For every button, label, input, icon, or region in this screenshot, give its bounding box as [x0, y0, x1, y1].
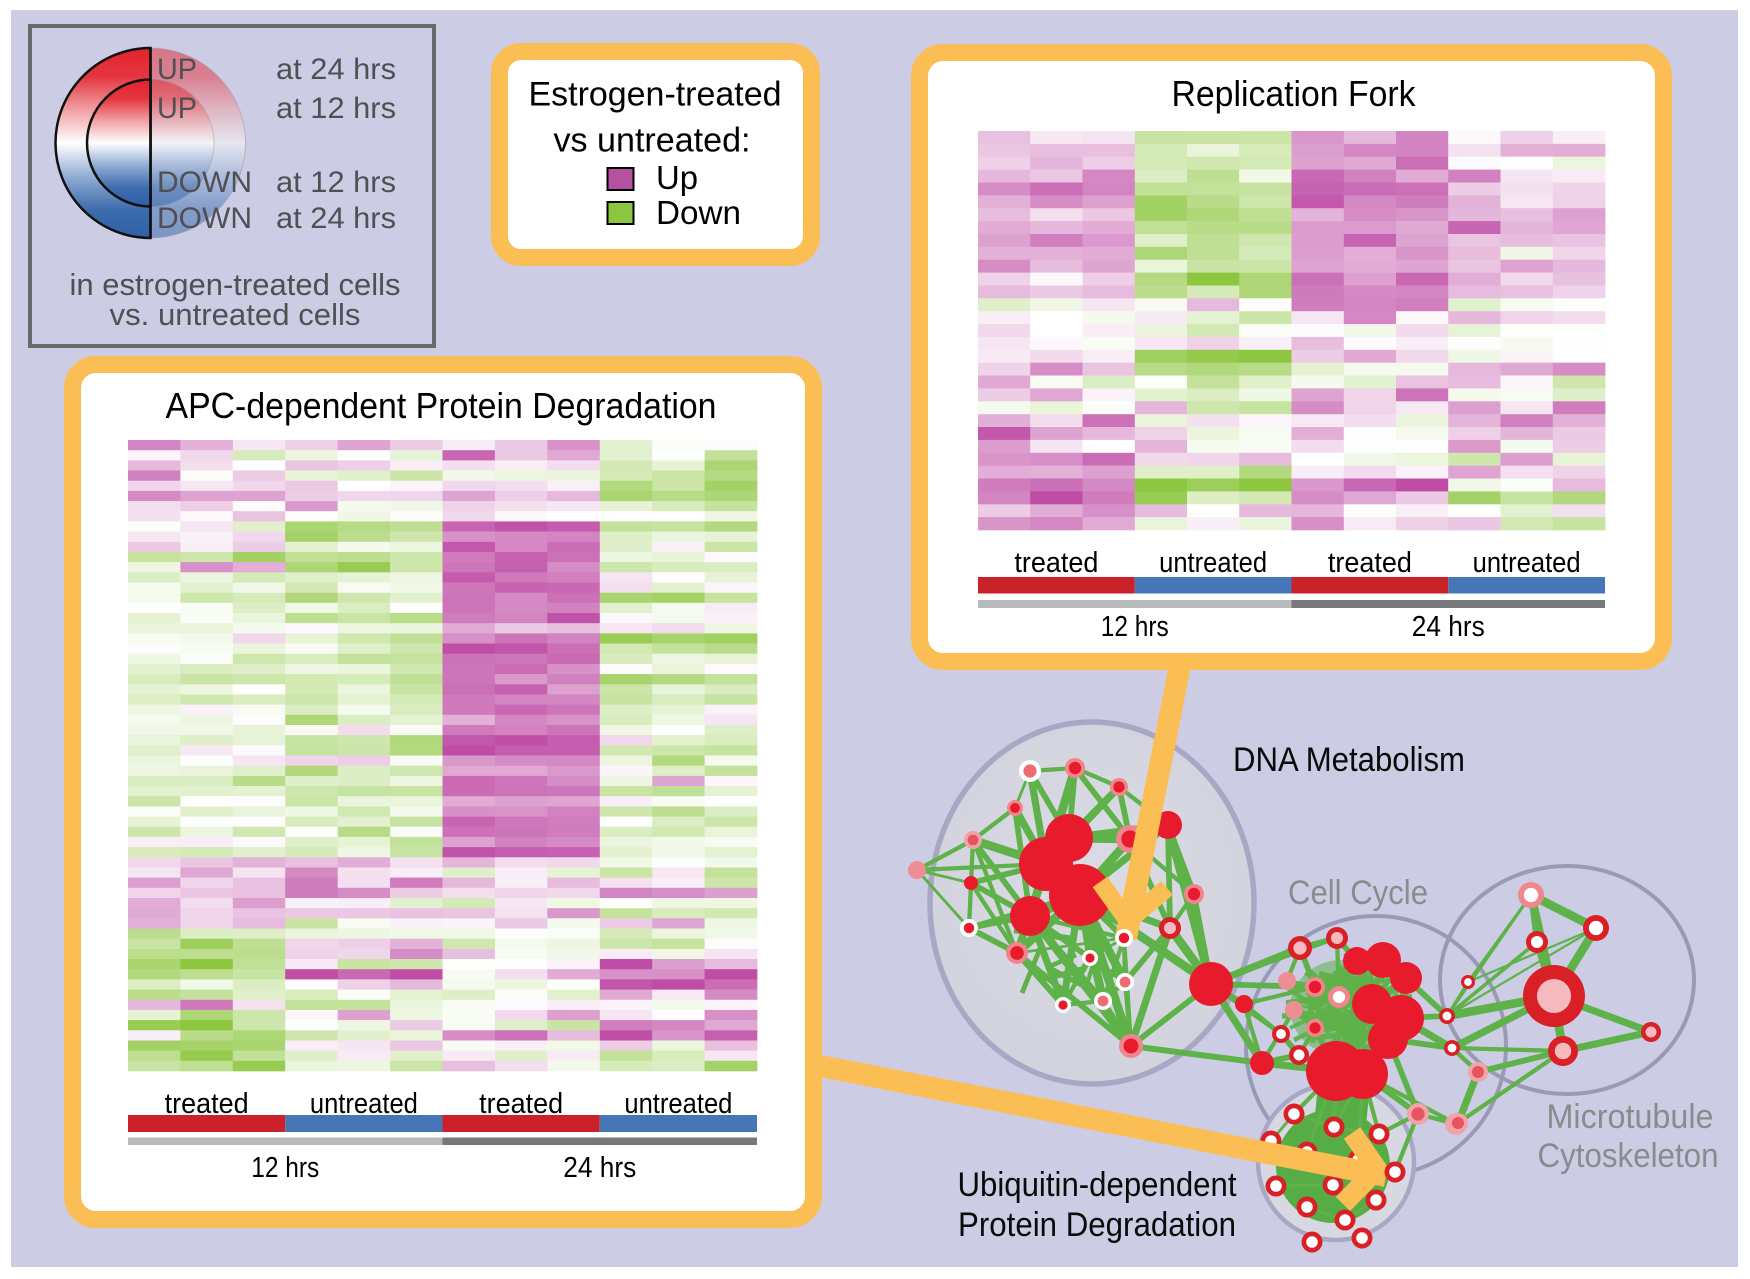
svg-text:treated: treated — [165, 1088, 249, 1120]
svg-text:treated: treated — [1328, 547, 1412, 579]
svg-text:Up: Up — [656, 159, 698, 196]
svg-text:24 hrs: 24 hrs — [1412, 611, 1485, 643]
svg-text:at 12 hrs: at 12 hrs — [276, 166, 396, 199]
svg-text:APC-dependent Protein Degradat: APC-dependent Protein Degradation — [166, 385, 717, 426]
svg-text:vs. untreated cells: vs. untreated cells — [110, 297, 361, 332]
svg-text:untreated: untreated — [624, 1088, 732, 1120]
svg-text:Protein Degradation: Protein Degradation — [958, 1206, 1236, 1244]
svg-text:24 hrs: 24 hrs — [563, 1152, 636, 1184]
svg-text:Cytoskeleton: Cytoskeleton — [1538, 1137, 1719, 1175]
svg-text:Microtubule: Microtubule — [1547, 1098, 1714, 1136]
svg-text:12 hrs: 12 hrs — [1101, 611, 1169, 643]
svg-text:at 24 hrs: at 24 hrs — [276, 202, 396, 235]
svg-text:in estrogen-treated cells: in estrogen-treated cells — [70, 267, 401, 302]
svg-text:untreated: untreated — [1473, 547, 1581, 579]
svg-text:12 hrs: 12 hrs — [251, 1152, 319, 1184]
svg-text:DOWN: DOWN — [157, 202, 252, 235]
svg-text:untreated: untreated — [310, 1088, 418, 1120]
svg-text:Cell Cycle: Cell Cycle — [1288, 874, 1428, 912]
svg-text:Down: Down — [656, 194, 741, 231]
svg-text:UP: UP — [157, 92, 197, 125]
svg-text:treated: treated — [479, 1088, 563, 1120]
svg-text:treated: treated — [1014, 547, 1098, 579]
svg-text:at 12 hrs: at 12 hrs — [276, 92, 396, 125]
svg-text:Replication Fork: Replication Fork — [1172, 73, 1417, 114]
svg-text:vs untreated:: vs untreated: — [554, 122, 751, 160]
svg-text:untreated: untreated — [1159, 547, 1267, 579]
svg-text:UP: UP — [157, 53, 197, 86]
svg-text:at 24 hrs: at 24 hrs — [276, 53, 396, 86]
svg-text:Estrogen-treated: Estrogen-treated — [529, 76, 782, 114]
svg-text:DOWN: DOWN — [157, 166, 252, 199]
svg-text:DNA Metabolism: DNA Metabolism — [1233, 741, 1465, 779]
svg-text:Ubiquitin-dependent: Ubiquitin-dependent — [958, 1166, 1238, 1204]
